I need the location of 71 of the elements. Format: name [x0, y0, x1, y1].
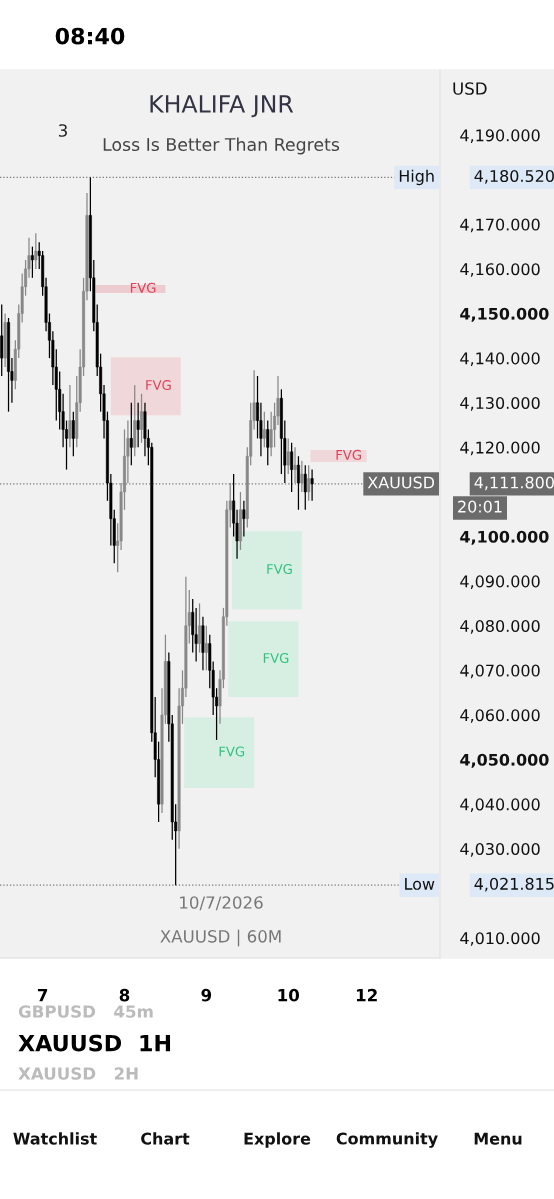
text: Watchlist: [13, 1132, 97, 1145]
text: 20:01: [458, 500, 502, 513]
band-label: FVG: [219, 746, 245, 757]
candlestick: [290, 442, 294, 493]
candlestick: [293, 446, 297, 484]
text: 08:40: [55, 27, 125, 45]
y-tick-label: 4,190.000: [460, 129, 540, 144]
text: GBPUSD 45m: [18, 1005, 153, 1018]
text: KHALIFA JNR: [150, 95, 294, 118]
candlestick: [303, 464, 307, 511]
x-tick-label: 9: [201, 988, 212, 1002]
candlestick: [136, 402, 140, 448]
candlestick: [296, 455, 300, 511]
y-tick-label: 4,090.000: [460, 575, 540, 590]
y-tick-label: 4,040.000: [460, 798, 540, 813]
y-tick-label: 4,150.000: [460, 307, 549, 322]
candlestick: [238, 491, 242, 551]
text: XAUUSD: [18, 1034, 122, 1052]
candlestick: [286, 437, 290, 475]
candlestick: [68, 384, 72, 448]
y-tick-label: 4,120.000: [460, 441, 540, 456]
candlestick: [204, 625, 208, 671]
candlestick: [129, 402, 133, 466]
text: XAUUSD 2H: [18, 1067, 138, 1080]
text: Menu: [474, 1132, 522, 1145]
y-tick-label: 4,160.000: [460, 263, 540, 277]
candlestick: [310, 468, 314, 502]
text: 4,021.815: [474, 877, 554, 892]
y-tick-label: 4,060.000: [460, 709, 540, 723]
candlestick: [300, 460, 304, 493]
y-tick-label: 4,010.000: [460, 932, 540, 946]
candlestick: [266, 419, 270, 466]
text: USD: [453, 82, 487, 95]
x-tick-label: 12: [356, 988, 377, 1002]
ref-line-label: Low: [405, 878, 435, 890]
candlestick: [262, 411, 266, 448]
y-tick-label: 4,080.000: [460, 619, 540, 634]
candlestick: [30, 245, 34, 279]
annotation: XAUUSD | 60M: [160, 929, 281, 947]
band-label: FVG: [146, 380, 171, 391]
text: Loss Is Better Than Regrets: [103, 137, 340, 155]
band-label: FVG: [130, 282, 156, 293]
candlestick: [140, 393, 144, 444]
x-tick-label: 8: [119, 988, 130, 1002]
text: Explore: [244, 1132, 311, 1148]
y-tick-label: 4,170.000: [460, 218, 540, 233]
y-tick-label: 4,100.000: [460, 530, 549, 545]
candlestick: [198, 602, 202, 654]
band-label: FVG: [267, 564, 292, 575]
ref-line-label: High: [399, 169, 434, 186]
text: Community: [336, 1132, 438, 1148]
band-label: FVG: [263, 653, 289, 663]
text: 1H: [140, 1034, 171, 1052]
annotation: 10/7/2026: [180, 896, 263, 911]
annotation: 3: [58, 124, 67, 137]
candlestick: [71, 411, 75, 457]
y-tick-label: 4,130.000: [460, 396, 540, 411]
text: 4,180.520: [474, 169, 554, 184]
y-tick-label: 4,070.000: [460, 664, 540, 679]
text: 4,111.800: [474, 476, 554, 491]
candlestick: [242, 500, 246, 538]
y-tick-label: 4,050.000: [460, 753, 549, 768]
text: Chart: [141, 1132, 190, 1145]
ref-line-label: XAUUSD: [367, 476, 435, 489]
x-tick-label: 7: [37, 989, 48, 1002]
band-label: FVG: [336, 449, 361, 460]
y-tick-label: 4,030.000: [460, 842, 540, 857]
candlestick: [7, 317, 10, 413]
y-tick-label: 4,140.000: [460, 352, 540, 367]
candlestick: [307, 464, 311, 502]
x-tick-label: 10: [278, 988, 300, 1002]
